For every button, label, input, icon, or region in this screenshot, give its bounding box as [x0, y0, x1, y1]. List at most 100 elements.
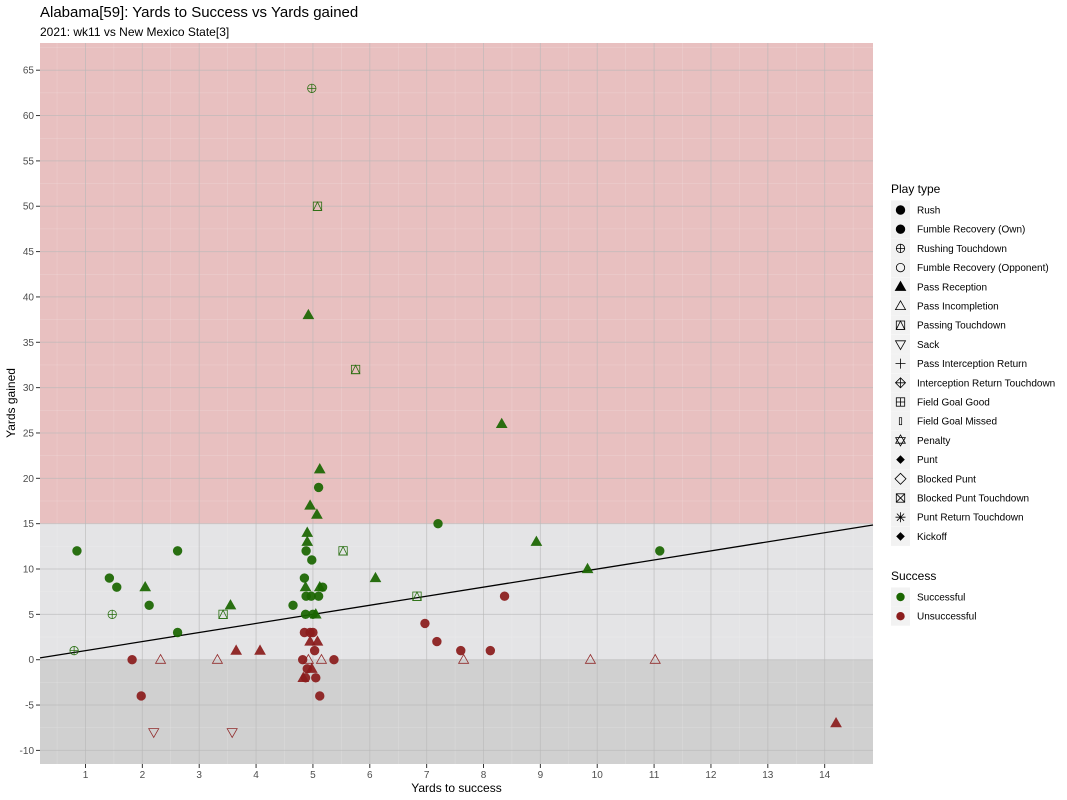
data-point [655, 546, 665, 556]
data-point [69, 646, 79, 656]
data-point [172, 627, 183, 638]
legend-symbol-successful [896, 592, 905, 602]
legend-symbol-rush [895, 205, 906, 215]
series-successful [69, 83, 665, 656]
data-point [456, 645, 466, 656]
data-point [300, 673, 311, 683]
x-tick-label: 4 [253, 770, 259, 781]
data-point [154, 653, 167, 664]
data-point [305, 662, 318, 673]
data-point [581, 562, 594, 574]
legend-symbol-interception-return-touchdown [894, 377, 907, 389]
data-point [299, 580, 312, 592]
chart-title: Alabama[59]: Yards to Success vs Yards g… [40, 4, 358, 21]
data-point [315, 653, 328, 664]
data-point [311, 673, 321, 683]
data-point [313, 591, 324, 601]
data-point [304, 635, 316, 646]
data-point [136, 691, 146, 701]
background-band [40, 43, 873, 524]
data-point [311, 508, 323, 519]
legend-label-blocked-punt: Blocked Punt [917, 474, 976, 485]
legend-label-unsuccessful: Unsuccessful [917, 612, 976, 623]
legend-symbol-sack [894, 340, 907, 351]
data-point [254, 644, 266, 655]
legend-symbol-blocked-punt [894, 472, 907, 485]
series-unsuccessful [127, 591, 842, 739]
legend-label-field-goal-good: Field Goal Good [917, 398, 990, 409]
y-tick-label: 35 [23, 338, 35, 349]
data-point [307, 555, 317, 565]
legend-label-penalty: Penalty [917, 436, 950, 447]
y-tick-label: 20 [23, 474, 35, 485]
legend-key [891, 411, 910, 431]
legend-symbol-pass-incompletion [894, 299, 907, 310]
data-point [139, 580, 152, 592]
data-point [301, 535, 314, 546]
legend-play-type: Play type Rush Fumble Recovery (Own) Rushi… [891, 182, 1055, 546]
x-tick-label: 9 [538, 770, 544, 781]
data-point [369, 571, 382, 583]
data-point [309, 645, 320, 656]
data-point [499, 591, 510, 601]
data-point [412, 591, 422, 601]
data-point [315, 691, 325, 701]
data-point [350, 364, 361, 375]
data-point [72, 546, 82, 556]
legend-label-interception-return-touchdown: Interception Return Touchdown [917, 378, 1055, 389]
data-point [420, 618, 430, 629]
data-point [299, 573, 310, 583]
legend-symbol-blocked-punt-touchdown [895, 493, 906, 503]
legend-key [891, 469, 910, 489]
legend-symbol-penalty [895, 434, 906, 447]
legend-key [891, 258, 910, 278]
data-point [313, 482, 324, 493]
y-tick-label: -5 [25, 701, 34, 712]
legend-symbol-passing-touchdown [895, 320, 906, 330]
data-point [148, 728, 160, 739]
legend-label-successful: Successful [917, 593, 965, 604]
x-tick-label: 10 [592, 770, 604, 781]
data-point [317, 582, 328, 592]
legend-key [891, 315, 910, 335]
legend-label-pass-reception: Pass Reception [917, 282, 987, 293]
y-tick-label: 40 [23, 292, 35, 303]
legend-symbol-pass-interception-return [895, 358, 906, 369]
data-point [107, 609, 117, 619]
legend-key [891, 430, 910, 450]
x-tick-label: 5 [310, 770, 316, 781]
y-tick-label: 65 [23, 66, 35, 77]
y-tick-label: 0 [28, 655, 34, 666]
data-point [457, 653, 470, 664]
y-tick-label: 50 [23, 202, 35, 213]
data-point [433, 518, 443, 529]
y-tick-label: 55 [23, 156, 35, 167]
y-tick-label: 10 [23, 565, 35, 576]
data-point [312, 201, 323, 211]
data-point [104, 573, 115, 583]
legend-key [891, 296, 910, 316]
x-tick-label: 1 [83, 770, 89, 781]
data-point [307, 83, 317, 93]
data-point [302, 308, 315, 320]
data-point [830, 716, 842, 728]
y-axis-title: Yards gained [4, 368, 18, 438]
x-tick-label: 6 [367, 770, 373, 781]
data-point [301, 546, 311, 556]
data-point [172, 546, 183, 556]
legend-symbol-punt-return-touchdown [895, 512, 906, 523]
x-tick-label: 13 [762, 770, 774, 781]
x-axis-title: Yards to success [411, 781, 501, 795]
legend-symbol-fumble-recovery-own [895, 224, 906, 234]
legend-label-rush: Rush [917, 206, 940, 217]
legend-symbol-kickoff [896, 532, 905, 541]
data-point [226, 728, 238, 739]
data-point [308, 627, 318, 638]
legend-label-pass-incompletion: Pass Incompletion [917, 302, 999, 313]
data-point [112, 582, 122, 592]
y-tick-label: 45 [23, 247, 35, 258]
data-point [530, 535, 543, 546]
y-tick-label: 15 [23, 519, 35, 530]
data-point [144, 600, 154, 610]
legend-label-pass-interception-return: Pass Interception Return [917, 359, 1027, 370]
